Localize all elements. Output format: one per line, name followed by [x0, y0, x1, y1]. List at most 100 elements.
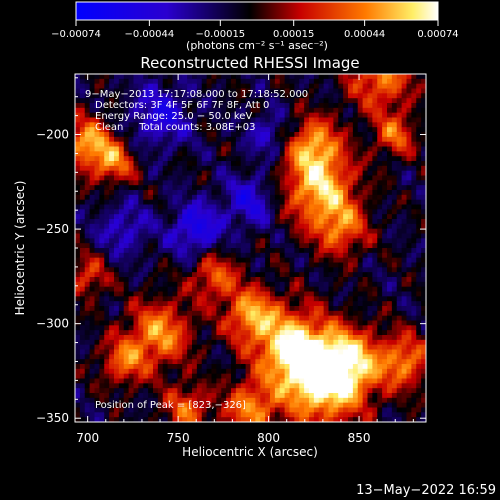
heatmap-cell [265, 83, 271, 90]
heatmap-cell [196, 378, 203, 384]
heatmap-cell [255, 296, 261, 302]
heatmap-cell [299, 175, 305, 181]
heatmap-cell [133, 156, 139, 162]
heatmap-cell [172, 180, 178, 186]
heatmap-cell [216, 170, 222, 177]
heatmap-cell [372, 349, 378, 355]
heatmap-cell [192, 214, 198, 220]
heatmap-cell [348, 383, 354, 389]
heatmap-cell [84, 354, 91, 360]
heatmap-cell [99, 204, 105, 210]
heatmap-cell [357, 194, 364, 201]
heatmap-cell [104, 388, 110, 394]
heatmap-cell [143, 359, 149, 365]
heatmap-cell [255, 291, 261, 297]
heatmap-cell [289, 170, 295, 177]
heatmap-cell [338, 359, 344, 365]
heatmap-cell [387, 103, 393, 109]
heatmap-cell [284, 388, 291, 394]
heatmap-cell [260, 88, 266, 94]
heatmap-cell [333, 286, 339, 293]
heatmap-cell [94, 277, 100, 283]
heatmap-cell [216, 107, 222, 114]
colorbar-tick-label: 0.00015 [273, 29, 314, 40]
heatmap-cell [240, 257, 247, 264]
heatmap-cell [396, 388, 403, 394]
heatmap-cell [387, 281, 393, 288]
heatmap-cell [172, 388, 178, 394]
heatmap-cell [318, 315, 325, 322]
heatmap-cell [406, 156, 412, 162]
heatmap-cell [133, 248, 139, 254]
heatmap-cell [138, 243, 144, 249]
heatmap-cell [153, 98, 159, 104]
heatmap-cell [231, 339, 237, 346]
heatmap-cell [387, 180, 393, 186]
heatmap-cell [333, 83, 339, 90]
heatmap-cell [299, 344, 305, 351]
heatmap-cell [133, 219, 139, 225]
heatmap-cell [333, 161, 339, 167]
heatmap-cell [192, 286, 198, 293]
heatmap-cell [235, 190, 242, 196]
heatmap-cell [201, 407, 208, 413]
heatmap-cell [274, 146, 281, 152]
heatmap-cell [377, 209, 383, 215]
heatmap-cell [104, 262, 110, 268]
heatmap-cell [250, 417, 256, 422]
heatmap-cell [201, 136, 208, 143]
heatmap-cell [75, 107, 81, 114]
heatmap-cell [133, 402, 139, 409]
heatmap-cell [279, 330, 286, 336]
heatmap-cell [196, 301, 203, 307]
heatmap-cell [231, 161, 237, 167]
heatmap-cell [187, 359, 193, 365]
heatmap-cell [94, 272, 100, 278]
heatmap-cell [114, 190, 120, 196]
heatmap-cell [270, 296, 276, 302]
heatmap-cell [99, 344, 105, 351]
heatmap-cell [299, 248, 305, 254]
heatmap-cell [206, 180, 213, 186]
heatmap-cell [328, 248, 334, 254]
heatmap-cell [79, 127, 86, 133]
heatmap-cell [304, 373, 310, 380]
heatmap-cell [299, 417, 305, 422]
heatmap-cell [79, 349, 86, 355]
heatmap-cell [104, 165, 110, 172]
heatmap-cell [89, 122, 96, 128]
heatmap-cell [387, 151, 393, 157]
heatmap-cell [362, 407, 369, 413]
heatmap-cell [279, 98, 286, 104]
heatmap-cell [382, 383, 388, 389]
heatmap-cell [401, 74, 408, 80]
heatmap-cell [104, 354, 110, 360]
heatmap-cell [177, 373, 183, 380]
heatmap-cell [382, 407, 388, 413]
heatmap-cell [201, 165, 208, 172]
heatmap-cell [304, 122, 310, 128]
heatmap-cell [187, 407, 193, 413]
heatmap-cell [167, 117, 174, 123]
heatmap-cell [231, 262, 237, 268]
heatmap-cell [265, 339, 271, 346]
heatmap-cell [328, 112, 334, 119]
heatmap-cell [323, 199, 330, 206]
heatmap-cell [231, 397, 237, 404]
heatmap-cell [104, 88, 110, 94]
heatmap-cell [328, 320, 334, 326]
heatmap-cell [84, 122, 91, 128]
heatmap-cell [211, 93, 217, 99]
heatmap-cell [109, 127, 115, 133]
heatmap-cell [309, 98, 315, 104]
heatmap-cell [396, 228, 403, 235]
heatmap-cell [148, 185, 154, 191]
heatmap-cell [260, 117, 266, 123]
heatmap-cell [221, 267, 227, 273]
heatmap-cell [245, 204, 252, 210]
heatmap-cell [352, 74, 359, 80]
heatmap-cell [201, 175, 208, 181]
heatmap-cell [109, 228, 115, 235]
heatmap-cell [289, 175, 295, 181]
heatmap-cell [299, 219, 305, 225]
